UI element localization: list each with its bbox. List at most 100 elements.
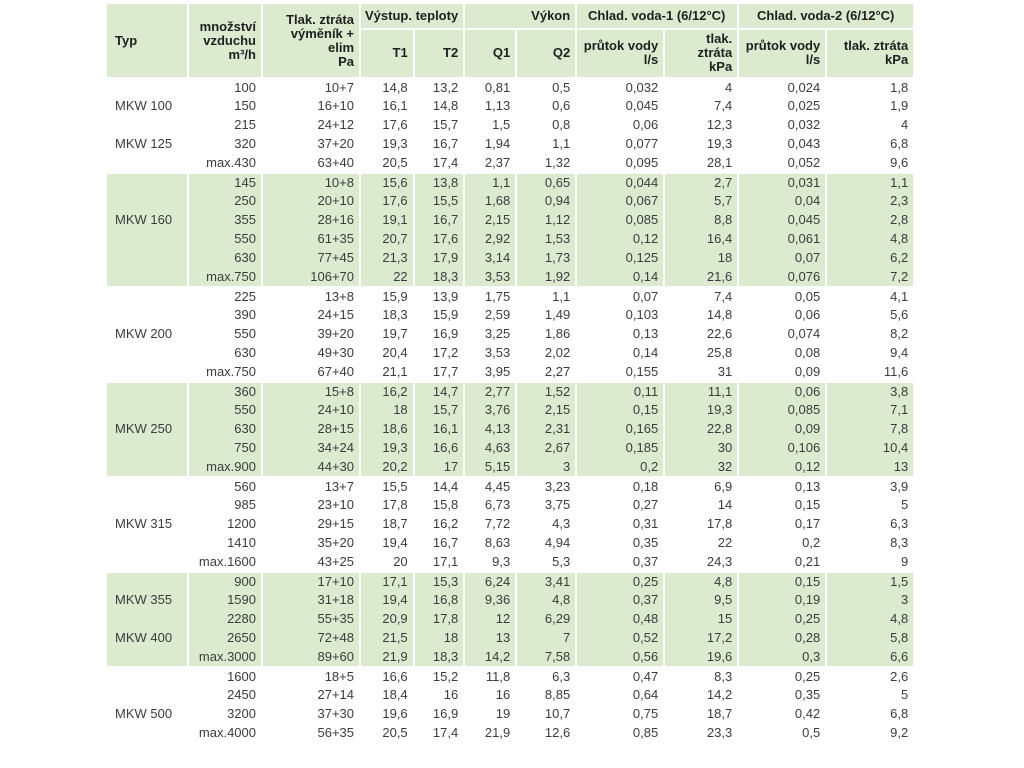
- data-cell: 28+15: [263, 419, 359, 438]
- table-row: 2450 27+14 18,4 16 16 8,85 0,64 14,2 0,35 5: [107, 685, 913, 704]
- data-cell: 0,14: [632, 345, 659, 360]
- data-cell: 4,45: [465, 476, 516, 495]
- data-cell: 0,085: [577, 210, 664, 229]
- data-cell: 0,185: [577, 438, 664, 457]
- data-cell: 12,6: [544, 725, 571, 740]
- data-cell: 3,75: [544, 497, 571, 512]
- data-cell: 15,2: [414, 666, 464, 685]
- data-cell: 0,13: [632, 326, 659, 341]
- table-body: 100 10+7 14,8 13,2 0,81 0,5 0,032 4 0,024 1,8 MKW …: [107, 77, 914, 742]
- data-cell: 20: [393, 554, 408, 569]
- data-cell: 3200: [227, 706, 256, 721]
- mkw-spec-table: Typ množství vzduchu m³/h Tlak. ztráta v…: [105, 4, 915, 742]
- data-cell: 19,1: [361, 210, 413, 229]
- data-cell: 19,4: [382, 535, 408, 550]
- data-cell: 15: [665, 609, 738, 628]
- data-cell: max.4000: [198, 725, 256, 740]
- data-cell: 14,8: [432, 98, 459, 113]
- data-cell: max.430: [206, 155, 256, 170]
- typ-cell: [107, 153, 187, 172]
- table-row: 1600 18+5 16,6 15,2 11,8 6,3 0,47 8,3 0,25 2,6: [107, 666, 914, 685]
- data-cell: 8,2: [890, 326, 909, 341]
- data-cell: 61+35: [263, 229, 359, 248]
- data-cell: 2,67: [517, 438, 576, 457]
- data-cell: 2,15: [465, 210, 516, 229]
- data-cell: 1,13: [484, 98, 511, 113]
- table-row: 360 15+8 16,2 14,7 2,77 1,52 0,11 11,1 0,06 3,8: [107, 381, 914, 400]
- data-cell: 0,07: [577, 286, 664, 305]
- data-cell: 0,045: [625, 98, 659, 113]
- typ-cell: [107, 552, 187, 571]
- typ-cell: [107, 191, 187, 210]
- data-cell: 985: [234, 497, 256, 512]
- data-cell: 0,94: [517, 191, 576, 210]
- table-row: MKW 400 2650 72+48 21,5 18 13 7 0,52 17,2 0,28 5,8: [107, 628, 914, 647]
- data-cell: 3,25: [484, 326, 511, 341]
- group-header-chlad-voda-1: Chlad. voda-1 (6/12°C): [577, 4, 738, 30]
- data-cell: 1,1: [517, 286, 576, 305]
- data-cell: 0,106: [739, 438, 826, 457]
- data-cell: 1,49: [544, 307, 571, 322]
- data-cell: 14: [717, 497, 733, 512]
- data-cell: 0,074: [787, 326, 821, 341]
- data-cell: 39+20: [317, 326, 354, 341]
- data-cell: 14,2: [465, 647, 516, 666]
- data-cell: 0,095: [625, 155, 659, 170]
- data-cell: 3: [827, 590, 914, 609]
- data-cell: 4,3: [552, 516, 571, 531]
- data-cell: 9,2: [890, 725, 909, 740]
- data-cell: 18,3: [414, 267, 464, 286]
- table-row: MKW 160 355 28+16 19,1 16,7 2,15 1,12 0,085 8,8 0…: [107, 210, 914, 229]
- data-cell: 1,8: [827, 77, 914, 96]
- table-row: max.3000 89+60 21,9 18,3 14,2 7,58 0,56 19,6 0,3…: [107, 647, 914, 666]
- data-cell: 0,09: [794, 364, 821, 379]
- col-header-q1: Q1: [465, 30, 516, 77]
- typ-cell: [107, 685, 187, 704]
- spec-table-container: Typ množství vzduchu m³/h Tlak. ztráta v…: [105, 4, 915, 742]
- data-cell: 1,32: [544, 155, 571, 170]
- data-cell: 12: [465, 609, 516, 628]
- data-cell: 11,1: [665, 381, 738, 400]
- col-header-q2: Q2: [517, 30, 576, 77]
- header-row-subcolumns: T1 T2 Q1 Q2 průtok vody l/s tlak. ztráta…: [107, 30, 914, 77]
- typ-cell: MKW 125: [115, 136, 173, 151]
- data-cell: 0,42: [794, 706, 821, 721]
- data-cell: 8,3: [890, 535, 909, 550]
- data-cell: 1,75: [465, 286, 516, 305]
- data-cell: 19,3: [706, 136, 733, 151]
- table-row: MKW 125 320 37+20 19,3 16,7 1,94 1,1 0,077 19,3 0…: [107, 134, 913, 153]
- data-cell: 2,6: [827, 666, 914, 685]
- data-cell: 0,25: [577, 571, 664, 590]
- data-cell: 21,1: [382, 364, 408, 379]
- data-cell: 0,044: [577, 172, 664, 191]
- typ-cell: MKW 160: [107, 210, 187, 229]
- typ-cell: [107, 400, 187, 419]
- data-cell: 1,86: [544, 326, 571, 341]
- table-row: MKW 500 3200 37+30 19,6 16,9 19 10,7 0,75 18,7 0,…: [107, 704, 913, 723]
- data-cell: 77+45: [263, 248, 359, 267]
- data-cell: 0,75: [632, 706, 659, 721]
- data-cell: max.1600: [198, 554, 256, 569]
- data-cell: 8,8: [665, 210, 738, 229]
- data-cell: 17: [414, 457, 464, 476]
- data-cell: 0,08: [794, 345, 821, 360]
- data-cell: 44+30: [263, 457, 359, 476]
- typ-cell: [107, 381, 187, 400]
- data-cell: 89+60: [263, 647, 359, 666]
- data-cell: 15,5: [361, 476, 413, 495]
- data-cell: 22,8: [665, 419, 738, 438]
- data-cell: 0,07: [739, 248, 826, 267]
- table-row: 215 24+12 17,6 15,7 1,5 0,8 0,06 12,3 0,032 4: [107, 115, 913, 134]
- data-cell: 0,27: [632, 497, 659, 512]
- data-cell: 19,3: [382, 136, 408, 151]
- data-cell: 67+40: [317, 364, 354, 379]
- data-cell: 6,29: [517, 609, 576, 628]
- data-cell: 560: [189, 476, 261, 495]
- typ-cell: [107, 362, 187, 381]
- data-cell: 2280: [189, 609, 261, 628]
- data-cell: 0,031: [739, 172, 826, 191]
- data-cell: 7,4: [714, 98, 733, 113]
- data-cell: 0,11: [577, 381, 664, 400]
- data-cell: 16+10: [317, 98, 354, 113]
- data-cell: 7: [517, 628, 576, 647]
